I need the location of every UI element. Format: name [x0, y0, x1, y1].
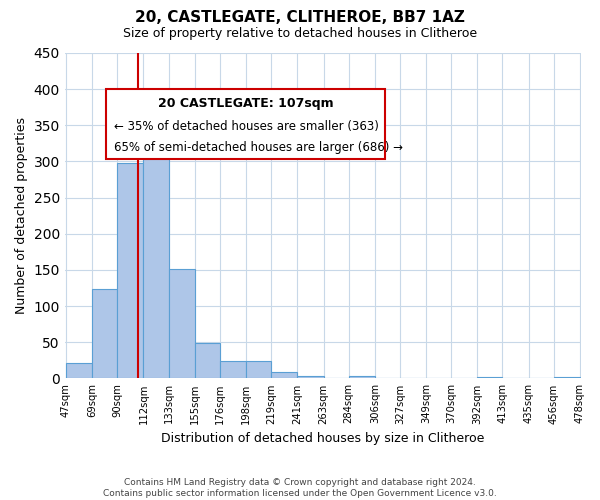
X-axis label: Distribution of detached houses by size in Clitheroe: Distribution of detached houses by size …	[161, 432, 485, 445]
Bar	[169, 269, 195, 378]
Bar	[117, 163, 143, 378]
Text: 65% of semi-detached houses are larger (686) →: 65% of semi-detached houses are larger (…	[114, 141, 403, 154]
Bar	[297, 376, 323, 378]
Y-axis label: Number of detached properties: Number of detached properties	[15, 117, 28, 314]
Text: 20 CASTLEGATE: 107sqm: 20 CASTLEGATE: 107sqm	[158, 97, 334, 110]
Bar	[478, 377, 502, 378]
Bar	[143, 122, 169, 378]
Bar	[66, 362, 92, 378]
Text: Contains HM Land Registry data © Crown copyright and database right 2024.
Contai: Contains HM Land Registry data © Crown c…	[103, 478, 497, 498]
Bar	[349, 376, 375, 378]
Text: ← 35% of detached houses are smaller (363): ← 35% of detached houses are smaller (36…	[114, 120, 379, 132]
Bar	[195, 343, 220, 378]
Bar	[271, 372, 297, 378]
Bar	[92, 289, 117, 378]
Text: Size of property relative to detached houses in Clitheroe: Size of property relative to detached ho…	[123, 28, 477, 40]
FancyBboxPatch shape	[106, 89, 385, 159]
Text: 20, CASTLEGATE, CLITHEROE, BB7 1AZ: 20, CASTLEGATE, CLITHEROE, BB7 1AZ	[135, 10, 465, 25]
Bar	[246, 361, 271, 378]
Bar	[220, 361, 246, 378]
Bar	[554, 377, 580, 378]
